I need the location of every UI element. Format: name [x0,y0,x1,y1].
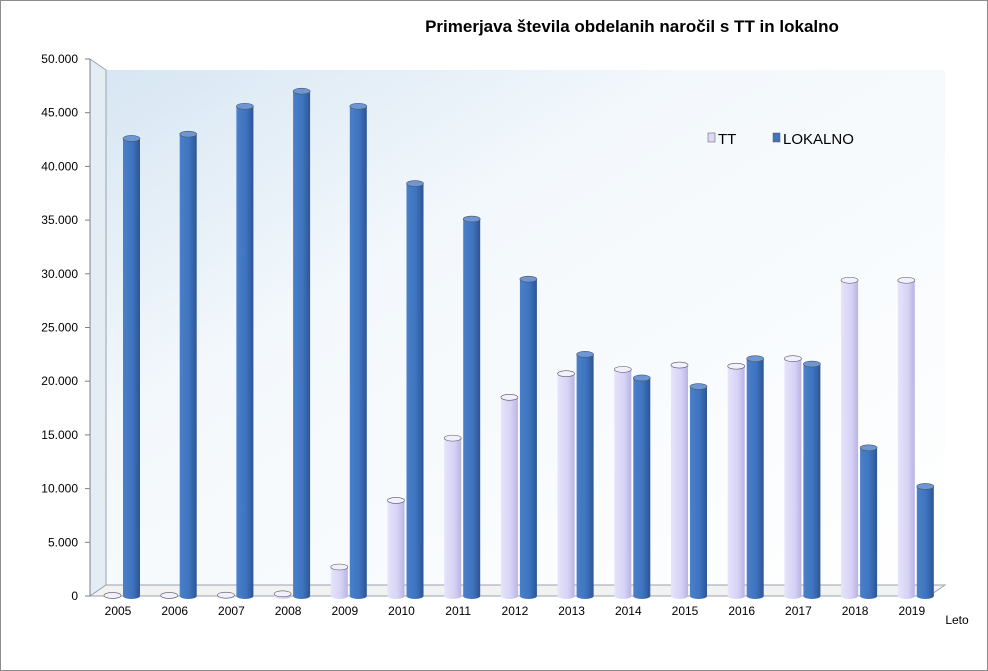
x-tick-label: 2010 [388,604,415,618]
x-tick-label: 2014 [615,604,642,618]
x-tick-label: 2005 [105,604,132,618]
bar-lokalno [122,135,141,599]
bar-tt [897,276,916,599]
x-tick-label: 2019 [898,604,925,618]
y-tick-label: 10.000 [41,482,78,496]
bar-tt [784,355,802,599]
x-tick-label: 2009 [331,604,358,618]
x-tick-label: 2015 [672,604,699,618]
y-tick-label: 45.000 [41,106,78,120]
bar-lokalno [916,483,935,599]
bar-lokalno [292,87,311,599]
x-tick-label: 2017 [785,604,812,618]
bar-tt [670,361,689,599]
bar-lokalno [746,355,765,599]
x-tick-label: 2013 [558,604,585,618]
x-tick-label: 2008 [275,604,302,618]
legend-label: LOKALNO [783,131,854,148]
y-tick-label: 15.000 [41,428,78,442]
side-wall [89,58,107,597]
chart-title: Primerjava števila obdelanih naročil s T… [425,17,839,36]
bar-tt [500,394,519,599]
bar-lokalno [632,374,651,599]
bar-tt [613,366,632,599]
bar-tt [727,362,746,599]
bar-tt [273,590,292,599]
bar-tt [443,434,462,599]
bar-lokalno [803,360,821,599]
x-tick-label: 2012 [502,604,529,618]
x-tick-label: 2006 [161,604,188,618]
y-tick-label: 20.000 [41,374,78,388]
bar-lokalno [576,351,594,599]
bar-tt [217,591,235,599]
legend-swatch [707,132,716,143]
y-tick-label: 40.000 [41,159,78,173]
bar-lokalno [349,102,368,599]
bar-lokalno [236,102,254,599]
bar-lokalno [406,180,424,599]
bar-lokalno [179,130,197,599]
x-tick-label: 2018 [842,604,869,618]
bar-tt [387,497,405,599]
bar-tt [103,592,122,599]
x-axis-title: Leto [945,613,969,627]
y-tick-label: 50.000 [41,52,78,66]
y-tick-label: 35.000 [41,213,78,227]
y-tick-label: 25.000 [41,321,78,335]
y-tick-label: 0 [71,589,78,603]
legend-swatch [772,132,781,143]
bar-lokalno [519,275,538,599]
legend-label: TT [718,131,736,148]
x-tick-label: 2016 [728,604,755,618]
bar-tt [557,370,575,599]
bar-lokalno [462,215,481,599]
x-tick-label: 2011 [445,604,471,618]
y-tick-label: 30.000 [41,267,78,281]
bar-tt [160,592,178,599]
y-tick-label: 5.000 [48,535,78,549]
bar-tt [330,563,349,599]
bar-lokalno [859,444,878,599]
bar-lokalno [689,383,708,599]
x-tick-label: 2007 [218,604,245,618]
bar-tt [840,276,859,599]
